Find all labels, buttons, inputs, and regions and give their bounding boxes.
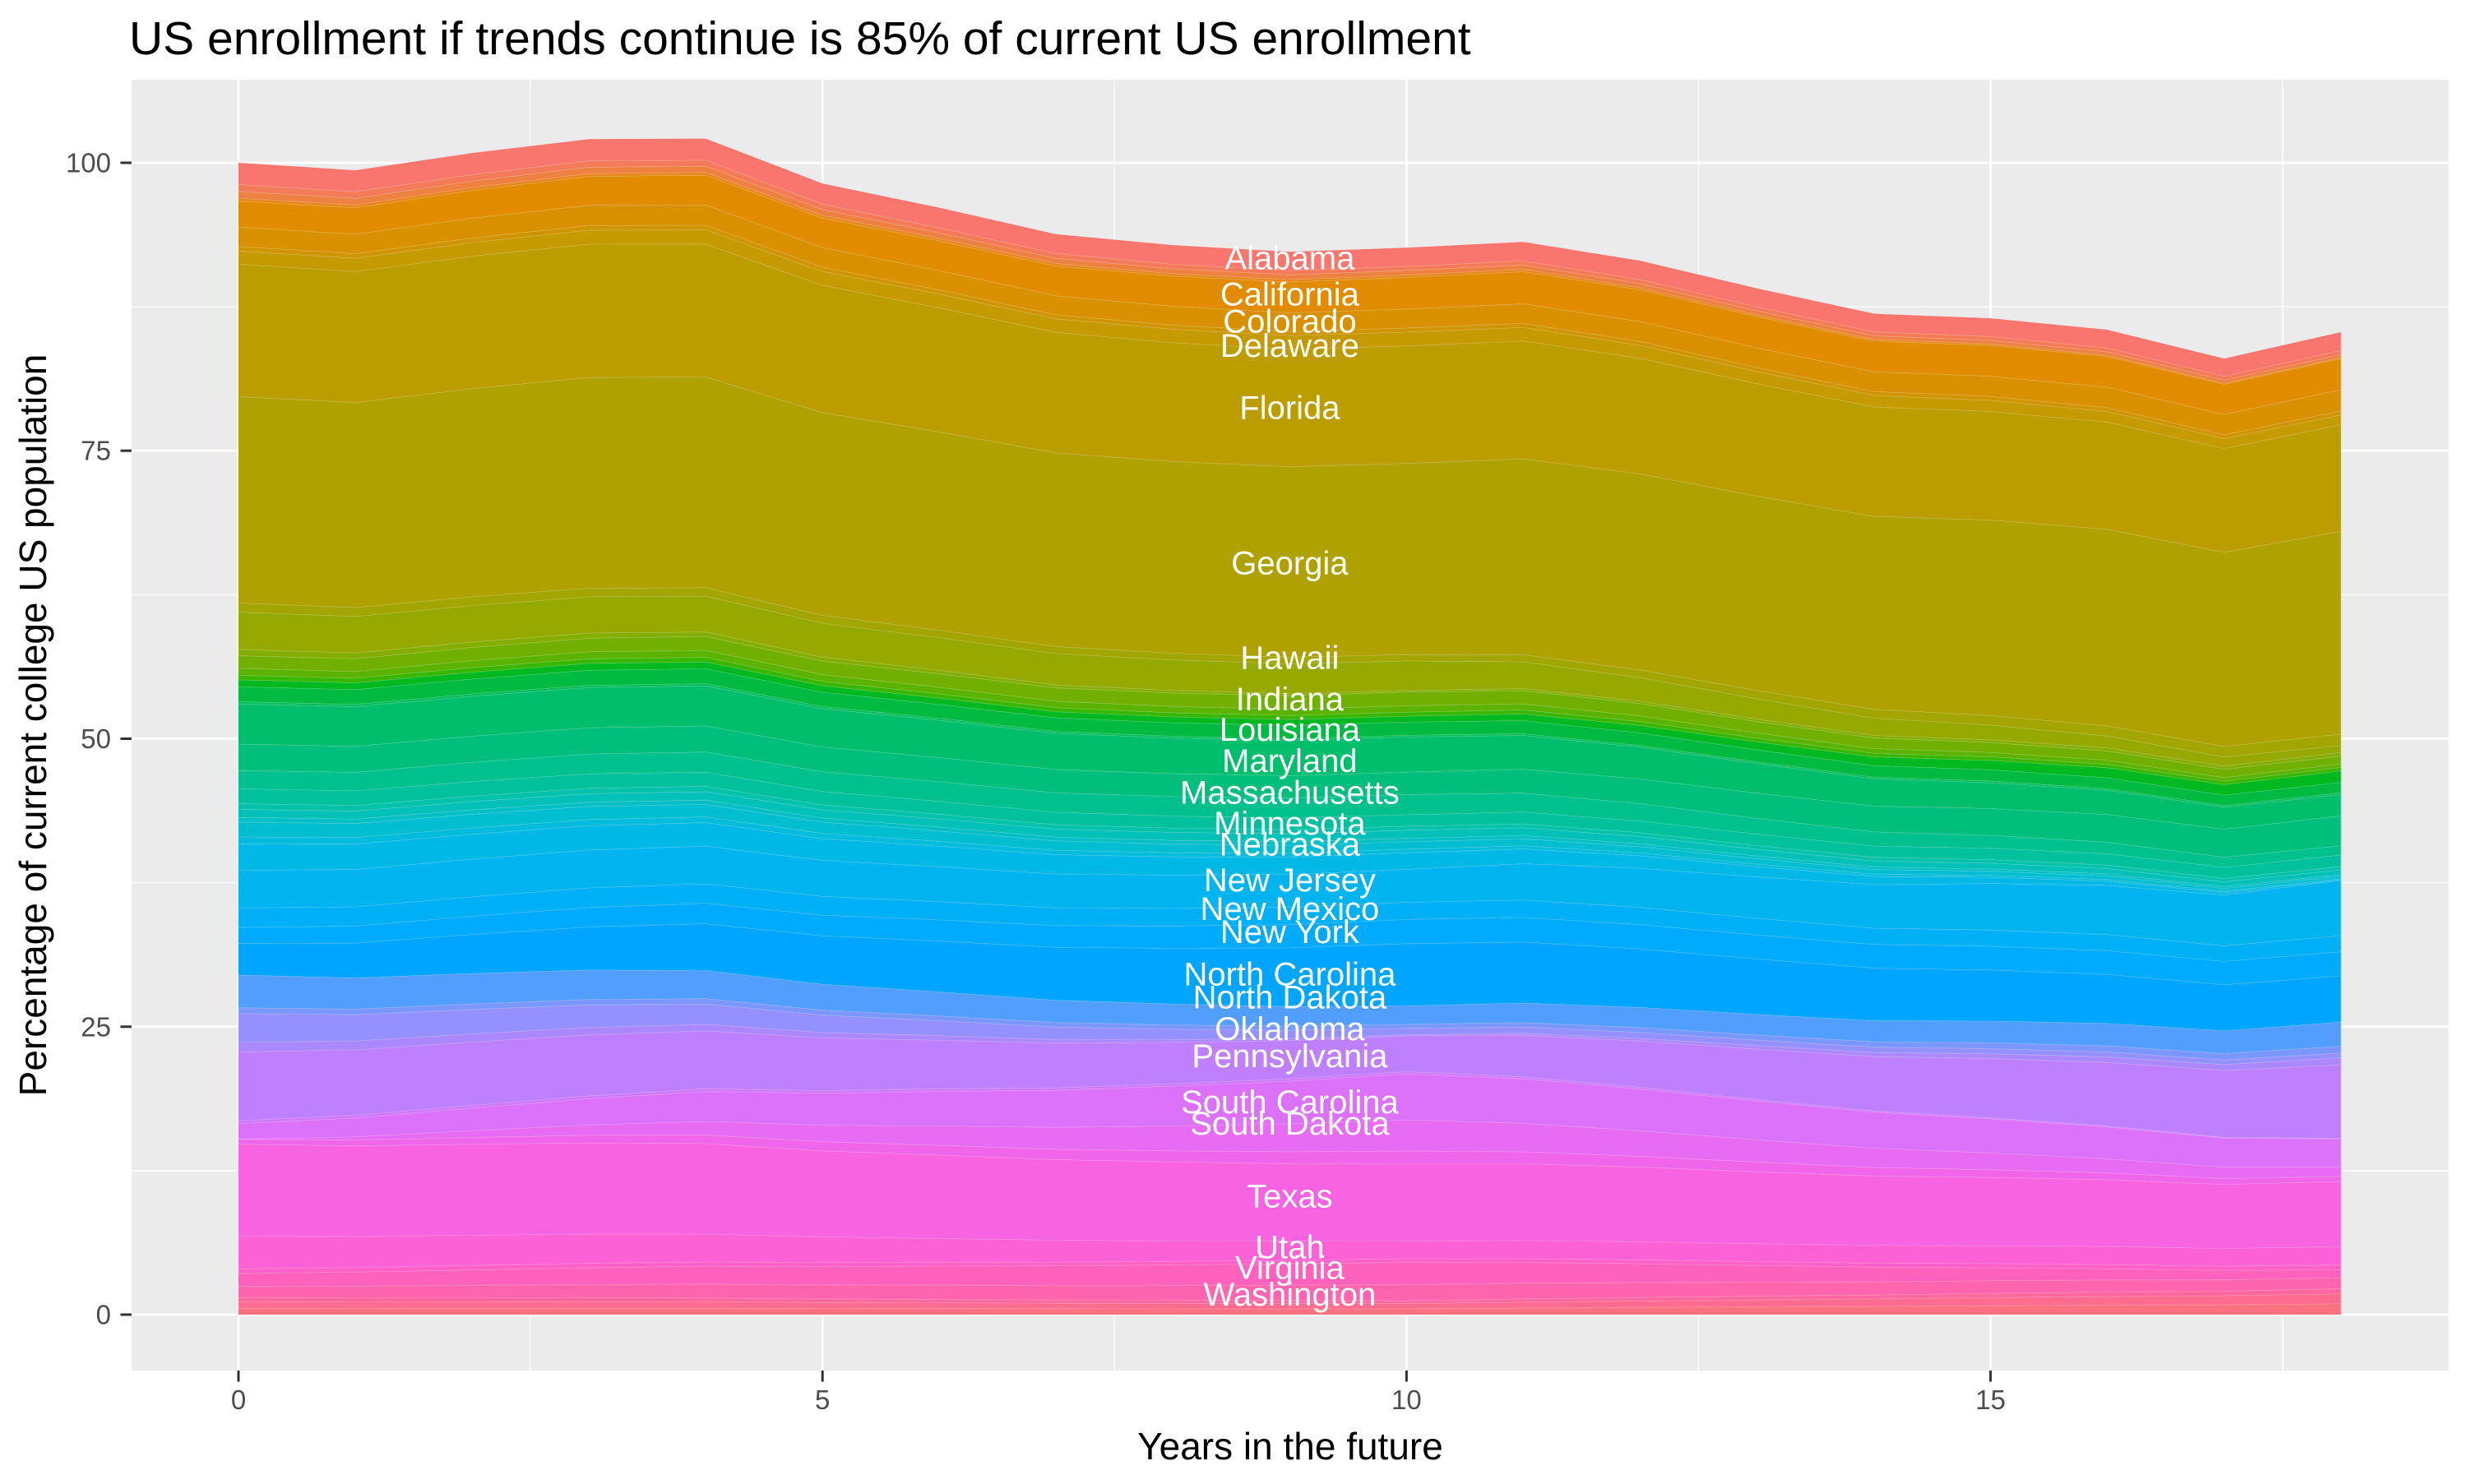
svg-text:Hawaii: Hawaii xyxy=(1240,640,1339,676)
svg-text:New Mexico: New Mexico xyxy=(1200,891,1379,927)
svg-text:5: 5 xyxy=(815,1385,830,1415)
svg-text:Years in the future: Years in the future xyxy=(1137,1425,1443,1468)
svg-text:25: 25 xyxy=(81,1011,111,1042)
svg-text:Percentage of current college: Percentage of current college US populat… xyxy=(12,354,54,1097)
svg-text:Colorado: Colorado xyxy=(1223,303,1356,340)
svg-text:Pennsylvania: Pennsylvania xyxy=(1192,1038,1388,1075)
svg-text:Florida: Florida xyxy=(1239,390,1340,426)
svg-text:75: 75 xyxy=(81,436,111,466)
svg-text:Louisiana: Louisiana xyxy=(1220,712,1361,748)
svg-text:Oklahoma: Oklahoma xyxy=(1215,1011,1365,1047)
svg-text:South Carolina: South Carolina xyxy=(1181,1084,1399,1121)
svg-text:California: California xyxy=(1220,276,1360,312)
svg-text:Utah: Utah xyxy=(1255,1230,1325,1266)
svg-text:Minnesota: Minnesota xyxy=(1214,806,1366,842)
svg-text:0: 0 xyxy=(231,1385,246,1415)
svg-text:100: 100 xyxy=(66,148,111,178)
svg-text:Nebraska: Nebraska xyxy=(1220,826,1361,862)
svg-text:New Jersey: New Jersey xyxy=(1204,862,1376,899)
svg-text:North Carolina: North Carolina xyxy=(1183,957,1396,993)
svg-text:North Dakota: North Dakota xyxy=(1193,980,1387,1016)
svg-text:South Dakota: South Dakota xyxy=(1190,1106,1390,1142)
svg-text:Georgia: Georgia xyxy=(1231,546,1349,582)
svg-text:Massachusetts: Massachusetts xyxy=(1180,774,1400,811)
svg-text:Texas: Texas xyxy=(1247,1178,1333,1214)
svg-text:0: 0 xyxy=(96,1300,111,1330)
svg-text:Maryland: Maryland xyxy=(1222,743,1358,779)
svg-text:Alabama: Alabama xyxy=(1224,240,1355,276)
svg-text:Washington: Washington xyxy=(1204,1277,1377,1313)
svg-text:Virginia: Virginia xyxy=(1235,1250,1345,1286)
svg-text:Indiana: Indiana xyxy=(1236,682,1345,718)
svg-text:Delaware: Delaware xyxy=(1220,328,1359,364)
svg-text:US enrollment if trends contin: US enrollment if trends continue is 85% … xyxy=(129,12,1471,65)
svg-text:10: 10 xyxy=(1391,1385,1422,1415)
svg-text:15: 15 xyxy=(1975,1385,2006,1415)
svg-text:New York: New York xyxy=(1220,914,1360,950)
svg-text:50: 50 xyxy=(81,724,111,754)
